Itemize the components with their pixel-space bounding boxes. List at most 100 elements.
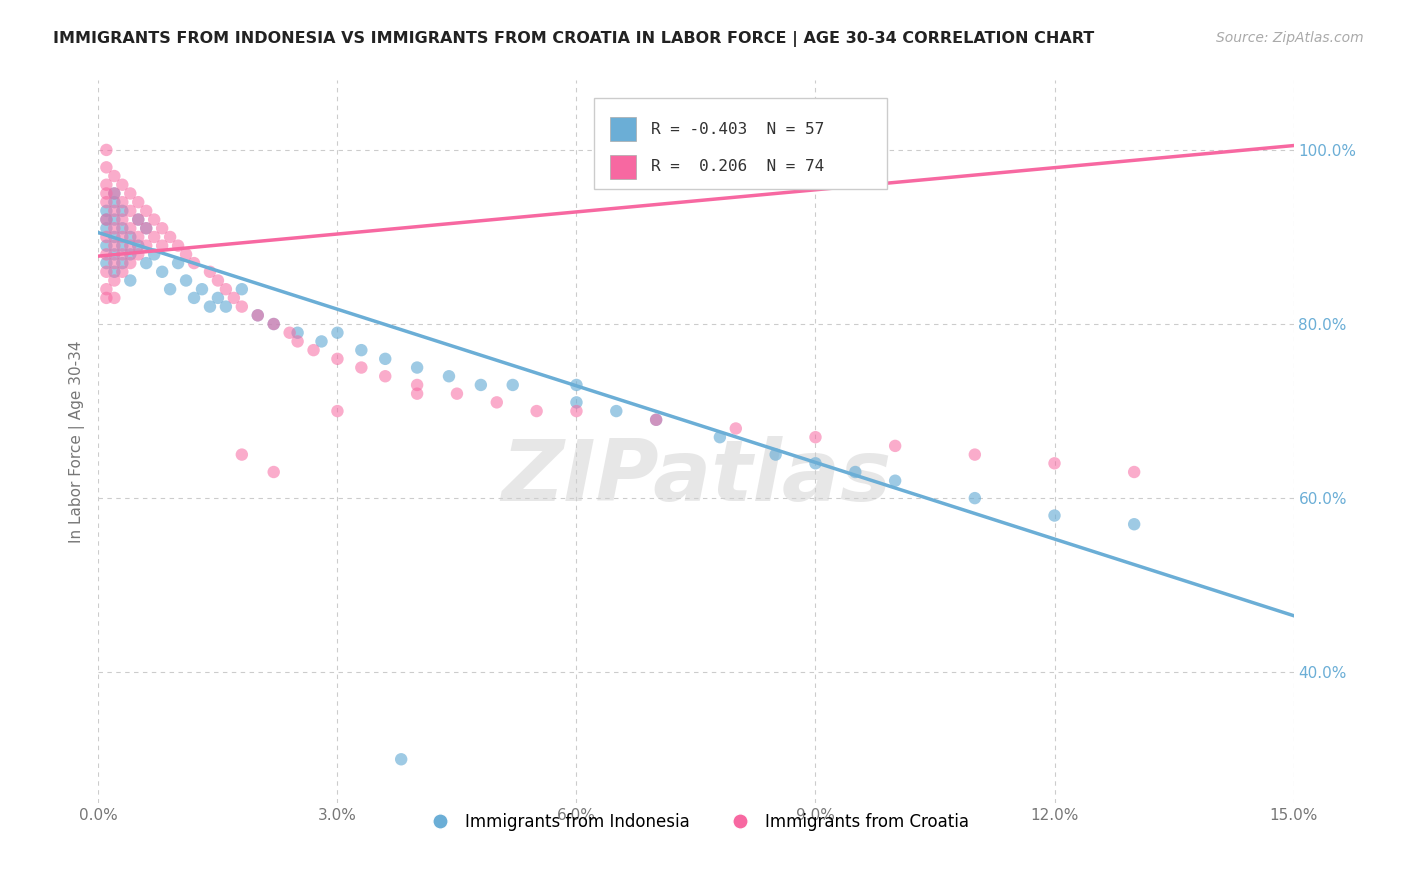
Point [207,273,229,287]
Text: Source: ZipAtlas.com: Source: ZipAtlas.com [1216,31,1364,45]
Point [120,230,142,244]
Point [207,291,229,305]
Point [374,351,396,366]
Point [1043,508,1066,523]
Point [765,448,787,462]
Point [127,195,149,210]
Point [96,256,118,270]
Point [127,212,149,227]
Point [103,186,125,201]
Point [526,404,548,418]
Point [406,386,429,401]
Point [103,291,125,305]
Point [143,230,166,244]
Point [96,178,118,192]
Point [159,282,181,296]
Point [111,230,134,244]
Point [111,221,134,235]
Point [103,247,125,261]
Point [389,752,412,766]
FancyBboxPatch shape [610,155,637,178]
Point [96,247,118,261]
Point [96,238,118,252]
Point [96,161,118,175]
Point [111,203,134,218]
Point [96,186,118,201]
Point [135,221,157,235]
Point [231,282,253,296]
Point [709,430,731,444]
Text: ZIPatlas: ZIPatlas [501,436,891,519]
Point [437,369,460,384]
Point [111,212,134,227]
Point [127,212,149,227]
Point [246,308,269,322]
Point [844,465,866,479]
Point [350,360,373,375]
Point [502,378,524,392]
Point [565,395,588,409]
Point [565,378,588,392]
Point [111,265,134,279]
Point [120,247,142,261]
Point [884,474,907,488]
Point [103,186,125,201]
Point [96,221,118,235]
Point [127,230,149,244]
Point [963,491,986,505]
Point [605,404,627,418]
Point [311,334,333,349]
Point [111,238,134,252]
Point [263,317,285,331]
Point [111,195,134,210]
Point [884,439,907,453]
Point [804,430,827,444]
Point [645,413,668,427]
Point [135,203,157,218]
Point [326,404,349,418]
Point [222,291,245,305]
Point [191,282,214,296]
Point [406,378,429,392]
Point [645,413,668,427]
Point [198,300,221,314]
Point [231,300,253,314]
Point [103,256,125,270]
Point [96,143,118,157]
Point [103,221,125,235]
Point [135,221,157,235]
Point [1123,517,1146,532]
Point [183,291,205,305]
Point [470,378,492,392]
Point [374,369,396,384]
Point [174,247,197,261]
Text: R =  0.206  N = 74: R = 0.206 N = 74 [651,160,824,174]
Point [111,256,134,270]
Point [150,265,173,279]
Point [287,326,309,340]
Point [96,282,118,296]
Point [96,265,118,279]
Point [96,203,118,218]
Point [103,265,125,279]
Point [103,195,125,210]
Point [215,300,238,314]
Point [143,247,166,261]
Point [96,291,118,305]
Point [111,178,134,192]
Point [278,326,301,340]
Point [406,360,429,375]
Point [96,212,118,227]
Point [485,395,508,409]
Point [96,212,118,227]
Point [724,421,747,435]
Point [963,448,986,462]
Y-axis label: In Labor Force | Age 30-34: In Labor Force | Age 30-34 [69,340,84,543]
Point [120,238,142,252]
Point [120,273,142,287]
Legend: Immigrants from Indonesia, Immigrants from Croatia: Immigrants from Indonesia, Immigrants fr… [416,806,976,838]
Point [263,465,285,479]
Point [804,456,827,470]
Point [103,238,125,252]
Text: R = -0.403  N = 57: R = -0.403 N = 57 [651,122,824,136]
